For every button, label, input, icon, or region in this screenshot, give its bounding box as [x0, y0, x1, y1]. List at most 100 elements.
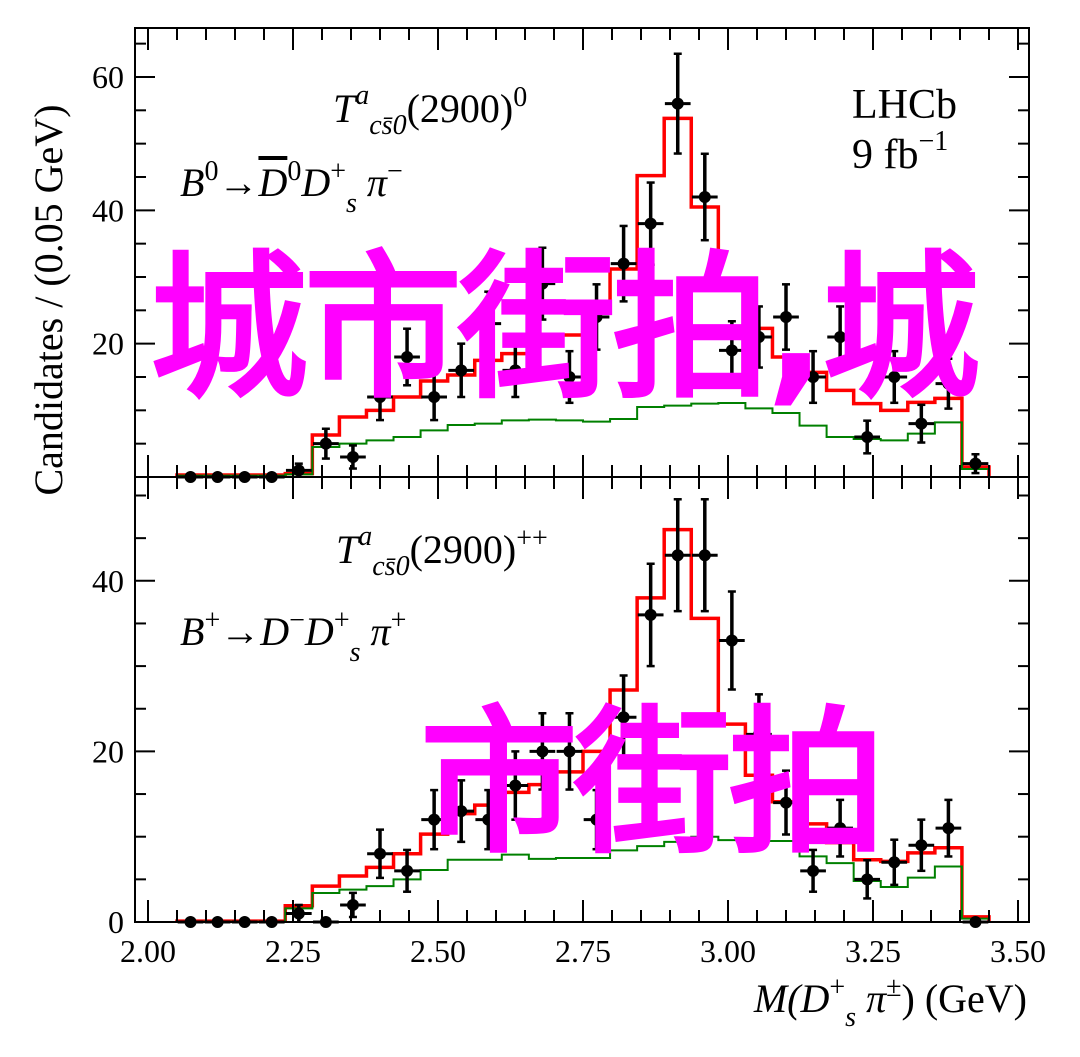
x-tick-label: 3.50	[990, 933, 1046, 969]
top-data-point	[367, 372, 393, 422]
top-data-point	[475, 290, 502, 357]
marker	[455, 364, 468, 377]
marker	[644, 608, 657, 621]
top-y-tick-label: 40	[92, 192, 124, 228]
top-data-point	[556, 349, 583, 405]
top-data-point	[583, 283, 610, 351]
marker	[455, 805, 468, 818]
marker	[509, 779, 522, 792]
bottom-data-point	[583, 788, 610, 851]
marker	[374, 847, 386, 860]
top-data-point	[637, 181, 664, 267]
marker	[780, 310, 792, 323]
watermark-overlay-line1: 城市街拍,城	[150, 237, 980, 421]
marker	[671, 549, 684, 562]
bottom-data-point	[502, 750, 529, 821]
bottom-data-point	[881, 838, 908, 887]
bottom-data-point	[746, 693, 772, 776]
bottom-data-point	[394, 848, 420, 893]
x-tick-label: 2.50	[410, 933, 466, 969]
top-fit-histogram	[175, 116, 991, 477]
top-data-point	[746, 305, 772, 369]
marker	[536, 745, 549, 758]
bottom-fit-histogram	[175, 527, 991, 923]
marker	[644, 217, 657, 230]
watermark-overlay-line2: 市街拍	[420, 692, 886, 876]
bottom-data-point	[448, 779, 475, 844]
marker	[698, 549, 711, 562]
top-data-point	[935, 357, 962, 410]
bottom-data-point	[854, 859, 881, 900]
bottom-data-point	[340, 891, 366, 919]
bottom-data-point	[529, 712, 556, 791]
top-data-point	[285, 462, 312, 477]
bottom-component-histogram	[176, 835, 990, 923]
top-data-point	[340, 444, 366, 470]
bottom-data-point	[637, 562, 664, 668]
top-y-tick-label: 20	[92, 326, 124, 362]
marker	[617, 257, 630, 270]
top-data-point	[773, 283, 799, 351]
top-state-label: Tacs̄0(2900)0	[333, 80, 527, 141]
marker	[292, 464, 305, 477]
marker	[590, 310, 603, 323]
bottom-data-point	[664, 498, 691, 613]
marker	[292, 907, 305, 920]
marker	[428, 813, 441, 826]
marker	[888, 856, 901, 869]
x-axis-label: M(D+s π±) (GeV)	[753, 972, 1027, 1033]
bottom-data-point	[556, 712, 583, 791]
bottom-data-point	[719, 590, 745, 691]
top-data-point	[800, 349, 826, 405]
marker	[698, 190, 711, 203]
marker	[346, 898, 359, 911]
x-tick-label: 3.00	[700, 933, 756, 969]
bottom-y-tick-label: 20	[92, 733, 124, 769]
bottom-data-point	[773, 769, 799, 836]
top-data-point	[313, 427, 339, 460]
bottom-decay-label: B+→D−D+s π+	[180, 605, 406, 668]
marker	[563, 370, 576, 383]
top-data-point	[719, 320, 745, 381]
bottom-y-tick-label: 0	[108, 904, 124, 940]
top-data-point	[421, 372, 447, 422]
marker	[428, 390, 441, 403]
marker	[725, 344, 738, 357]
top-data-point	[610, 224, 637, 303]
bottom-y-tick-label: 40	[92, 563, 124, 599]
marker	[374, 390, 386, 403]
marker	[346, 450, 359, 463]
bottom-data-point	[935, 798, 962, 858]
top-data-point	[854, 419, 881, 455]
marker	[780, 796, 792, 809]
bottom-data-point	[827, 798, 853, 858]
marker	[807, 864, 820, 877]
top-data-point	[394, 327, 420, 387]
marker	[888, 370, 901, 383]
x-tick-label: 3.25	[845, 933, 901, 969]
bottom-data-point	[800, 848, 826, 893]
marker	[509, 364, 522, 377]
marker	[942, 822, 955, 835]
marker	[482, 813, 495, 826]
marker	[563, 745, 576, 758]
bottom-data-point	[367, 828, 393, 880]
marker	[401, 350, 414, 363]
marker	[590, 813, 603, 826]
marker	[915, 417, 928, 430]
y-axis-label: Candidates / (0.05 GeV)	[26, 104, 71, 495]
marker	[401, 864, 414, 877]
marker	[536, 277, 549, 290]
top-data-point	[664, 52, 691, 155]
marker	[915, 839, 928, 852]
marker	[861, 873, 874, 886]
top-data-point	[691, 152, 718, 242]
x-tick-label: 2.75	[555, 933, 611, 969]
top-data-point	[529, 246, 556, 321]
bottom-data-point	[421, 788, 447, 851]
marker	[725, 634, 738, 647]
experiment-label: LHCb	[852, 82, 957, 128]
luminosity-label: 9 fb−1	[852, 126, 948, 178]
top-y-tick-label: 60	[92, 59, 124, 95]
